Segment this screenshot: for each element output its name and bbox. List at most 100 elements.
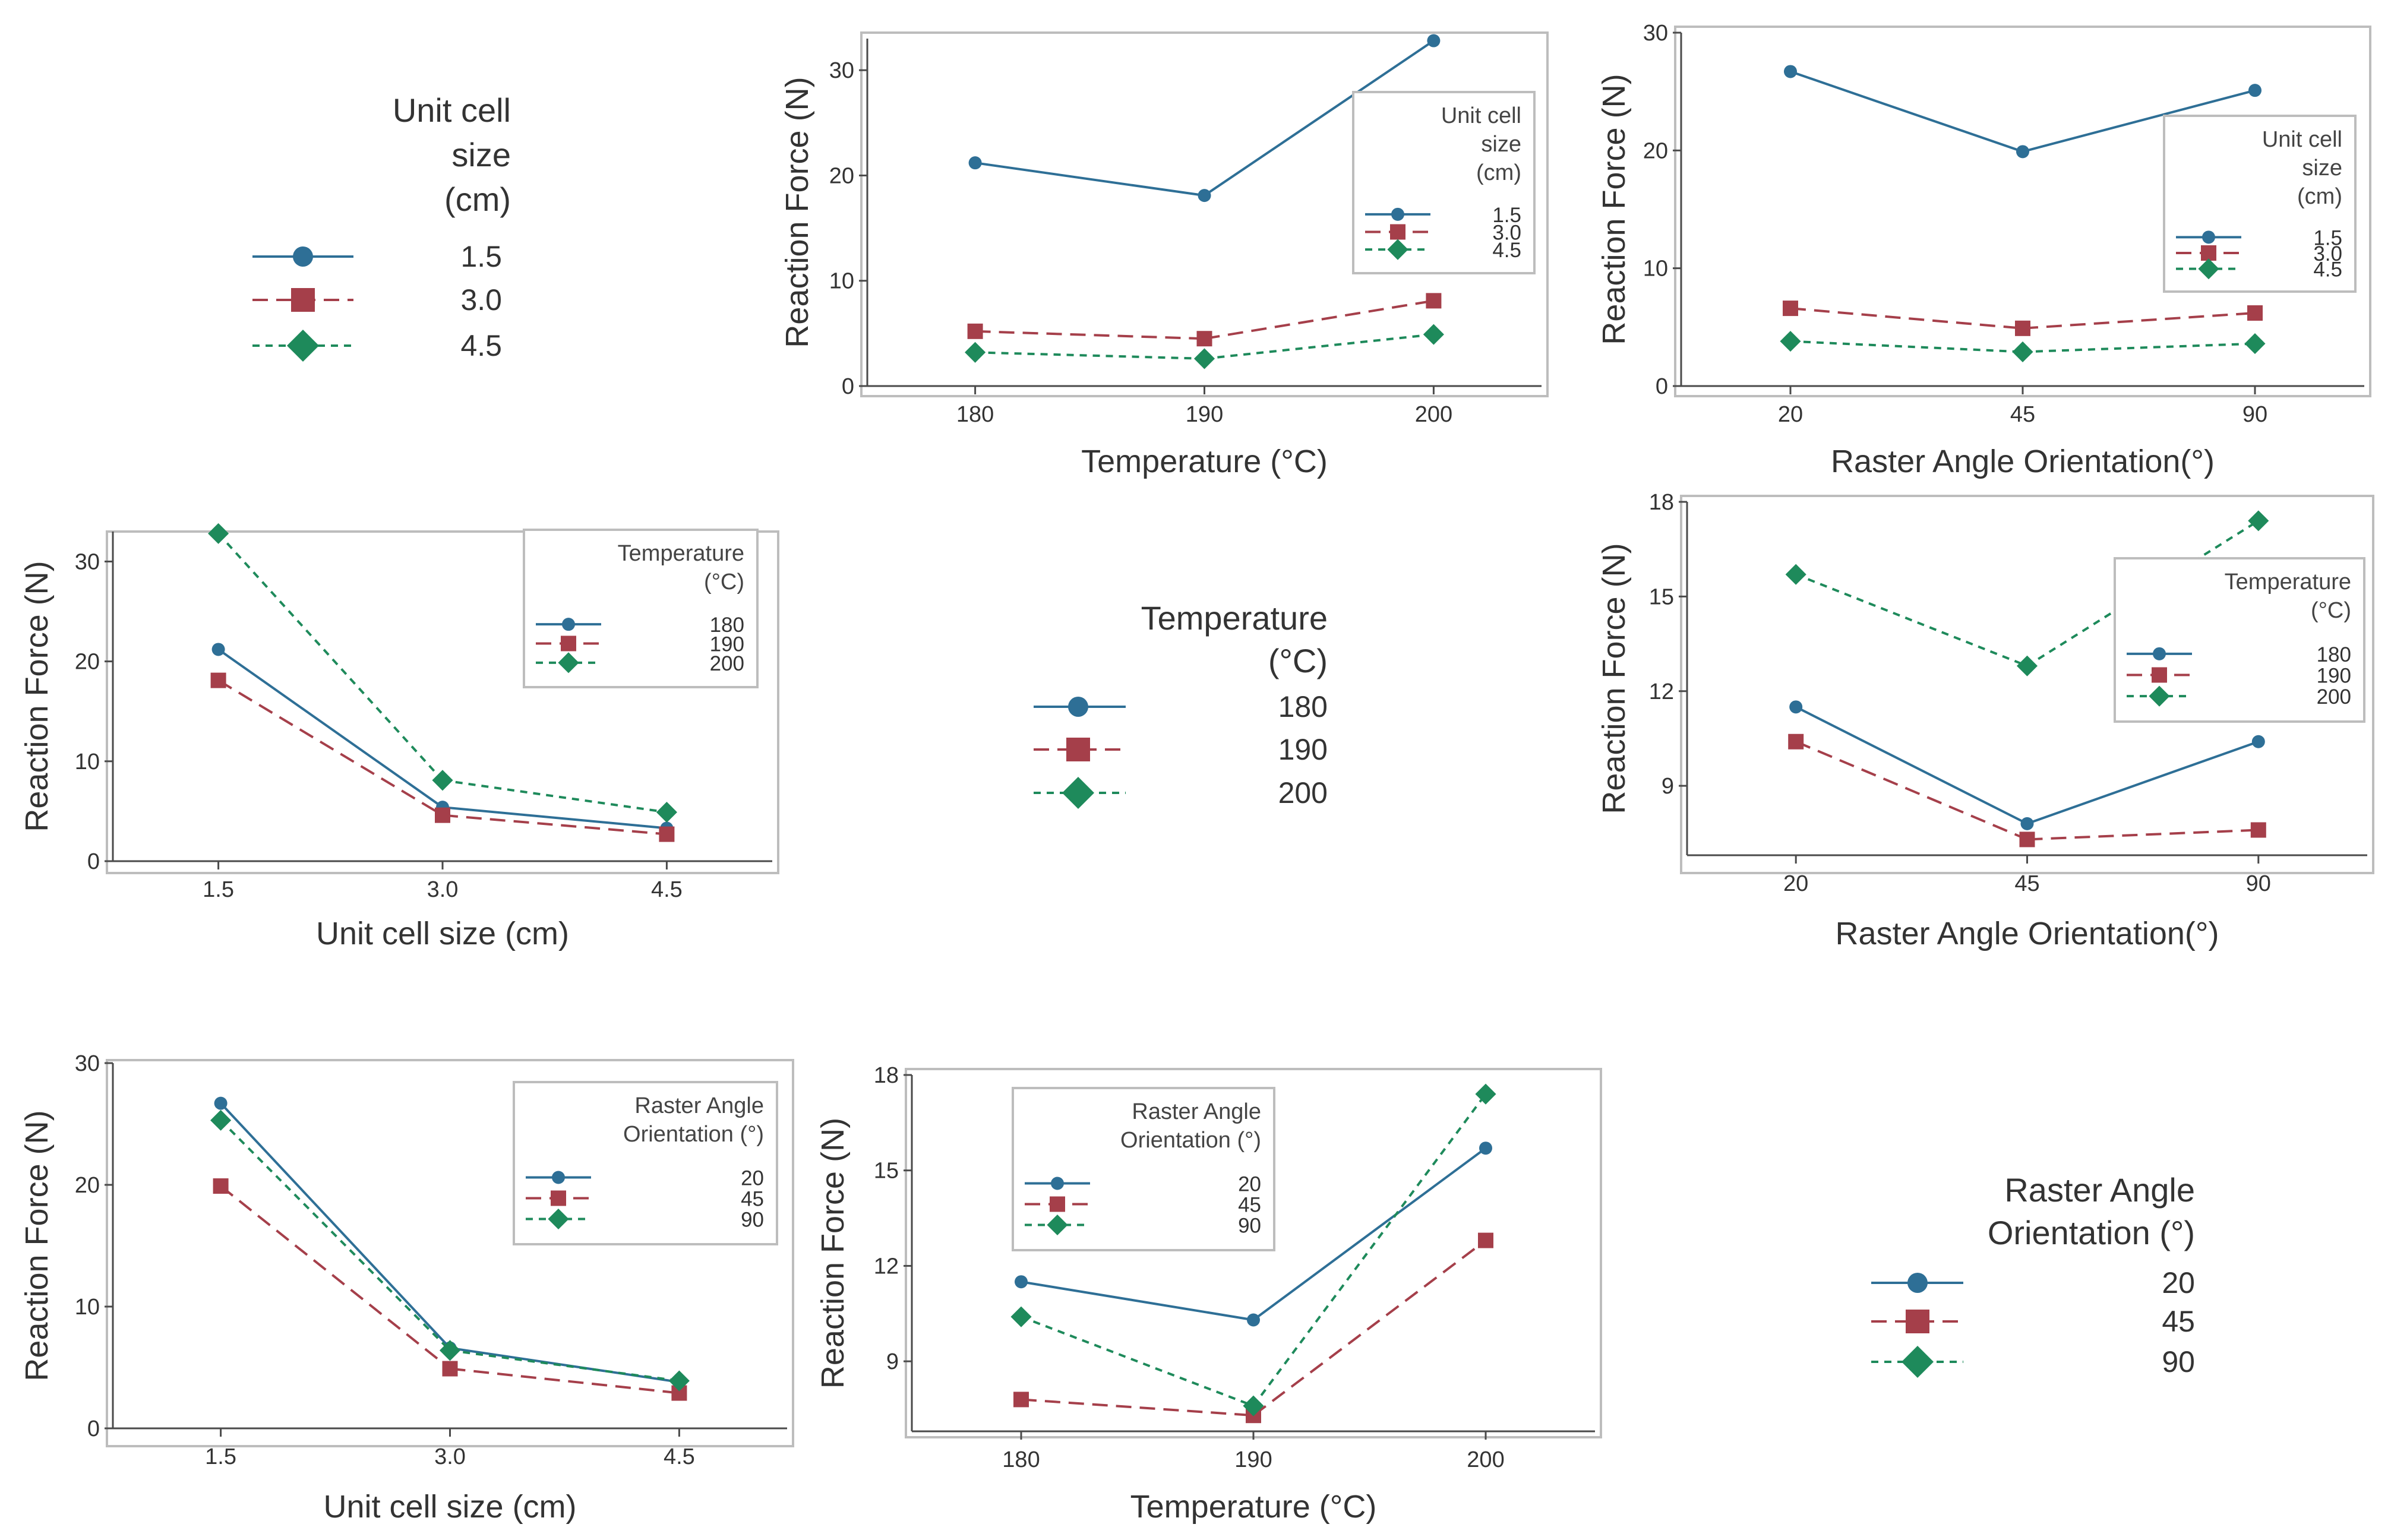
key-title: size bbox=[451, 136, 511, 173]
y-tick-label: 9 bbox=[1662, 774, 1674, 799]
series-190 bbox=[210, 672, 675, 842]
series-segment bbox=[1795, 706, 2028, 825]
series-segment bbox=[1790, 70, 2023, 153]
x-axis-title: Temperature (°C) bbox=[1130, 1489, 1377, 1525]
key-marker bbox=[1902, 1346, 1934, 1378]
y-tick-label: 10 bbox=[1643, 257, 1668, 282]
legend-marker bbox=[552, 1171, 565, 1184]
key-marker bbox=[1062, 777, 1094, 809]
series-segment bbox=[2026, 740, 2259, 825]
series-segment bbox=[2027, 828, 2259, 841]
y-tick-label: 9 bbox=[886, 1349, 899, 1374]
y-tick-label: 12 bbox=[1649, 679, 1674, 704]
y-tick-label: 30 bbox=[1643, 21, 1668, 46]
legend-2: Unit cell size (cm) 1.53.04.5 bbox=[2163, 115, 2357, 293]
series-segment bbox=[1252, 1239, 1487, 1416]
series-1.5 bbox=[1784, 65, 2261, 159]
y-tick-label: 30 bbox=[829, 58, 854, 83]
key-marker bbox=[293, 246, 313, 267]
series-segment bbox=[1021, 1398, 1254, 1417]
legend-marker bbox=[1050, 1196, 1065, 1212]
series-3.0 bbox=[1783, 301, 2263, 336]
legend-title: (°C) bbox=[704, 570, 744, 595]
legend-label: 1.5 bbox=[2313, 226, 2342, 249]
panel-frame bbox=[1674, 26, 2371, 397]
y-axis-title: Reaction Force (N) bbox=[1596, 74, 1632, 344]
panel-frame bbox=[1680, 495, 2374, 874]
series-1.5 bbox=[968, 34, 1441, 203]
key-label: 3.0 bbox=[460, 283, 502, 317]
legend-marker bbox=[1390, 224, 1405, 240]
x-axis-title: Unit cell size (cm) bbox=[323, 1489, 576, 1525]
key-title: (cm) bbox=[444, 181, 511, 218]
data-point bbox=[1196, 331, 1212, 347]
legend-marker bbox=[2202, 230, 2215, 244]
x-tick-label: 200 bbox=[1467, 1447, 1504, 1472]
legend-label: 190 bbox=[2317, 665, 2351, 688]
legend-title: (cm) bbox=[1476, 160, 1521, 185]
series-segment bbox=[450, 1367, 680, 1394]
legend-marker bbox=[2149, 685, 2170, 707]
data-point bbox=[1783, 301, 1798, 317]
data-point bbox=[2244, 333, 2266, 355]
key-marker bbox=[1906, 1310, 1929, 1333]
legend-box bbox=[1352, 91, 1536, 274]
data-point bbox=[2250, 822, 2266, 838]
legend-title: Raster Angle bbox=[1132, 1099, 1261, 1124]
y-tick-label: 10 bbox=[829, 269, 854, 294]
series-segment bbox=[1021, 1280, 1254, 1321]
legend-label: 4.5 bbox=[2313, 258, 2342, 282]
data-point bbox=[1785, 564, 1806, 585]
series-4.5 bbox=[1780, 331, 2266, 363]
x-tick-label: 3.0 bbox=[434, 1444, 466, 1469]
y-tick-label: 15 bbox=[874, 1159, 899, 1184]
x-tick-label: 190 bbox=[1234, 1447, 1272, 1472]
x-tick-label: 180 bbox=[1002, 1447, 1040, 1472]
legend-title: Orientation (°) bbox=[623, 1122, 764, 1147]
chart-panel-2: 0 10 20 30 20 45 90 Raster Angle Orientation(°)… bbox=[1596, 21, 2371, 479]
data-point bbox=[2247, 305, 2263, 321]
y-tick-label: 18 bbox=[1649, 490, 1674, 515]
key-label: 180 bbox=[1278, 690, 1328, 723]
legend-label: 4.5 bbox=[1492, 239, 1521, 262]
series-segment bbox=[442, 806, 667, 830]
legend-label: 20 bbox=[741, 1167, 764, 1190]
series-segment bbox=[2022, 312, 2256, 330]
x-axis-title: Raster Angle Orientation(°) bbox=[1836, 916, 2219, 951]
series-segment bbox=[442, 779, 667, 814]
legend-title: Temperature bbox=[618, 541, 744, 566]
legend-box bbox=[2163, 115, 2357, 293]
series-segment bbox=[1790, 307, 2023, 330]
y-tick-label: 30 bbox=[75, 1051, 100, 1076]
legend-label: 1.5 bbox=[1492, 204, 1521, 227]
series-200 bbox=[208, 523, 677, 823]
series-90 bbox=[1010, 1083, 1496, 1416]
panel-frame bbox=[860, 31, 1549, 397]
data-point bbox=[208, 523, 229, 544]
legend-label: 190 bbox=[710, 633, 744, 656]
y-tick-label: 0 bbox=[1656, 374, 1668, 399]
legend-label: 90 bbox=[1238, 1215, 1261, 1238]
data-point bbox=[1243, 1395, 1264, 1416]
y-tick-label: 20 bbox=[829, 163, 854, 188]
legend-label: 90 bbox=[741, 1209, 764, 1232]
series-segment bbox=[1204, 333, 1434, 360]
legend-marker bbox=[558, 652, 579, 673]
legend-marker bbox=[1387, 239, 1408, 260]
y-axis-title: Reaction Force (N) bbox=[779, 77, 815, 347]
chart-panel-6: 9 12 15 18 180 190 200 Temperature (°C) Reaction… bbox=[815, 1063, 1602, 1525]
data-point bbox=[1789, 700, 1803, 714]
legend-title: (cm) bbox=[2297, 184, 2342, 209]
x-tick-label: 1.5 bbox=[203, 877, 234, 902]
legend-label: 3.0 bbox=[2313, 242, 2342, 265]
series-segment bbox=[1204, 299, 1434, 340]
data-point bbox=[210, 1109, 232, 1131]
data-point bbox=[442, 1361, 458, 1377]
data-point bbox=[659, 826, 675, 842]
data-point bbox=[656, 802, 677, 823]
key-marker bbox=[1066, 738, 1090, 761]
data-point bbox=[439, 1340, 461, 1361]
